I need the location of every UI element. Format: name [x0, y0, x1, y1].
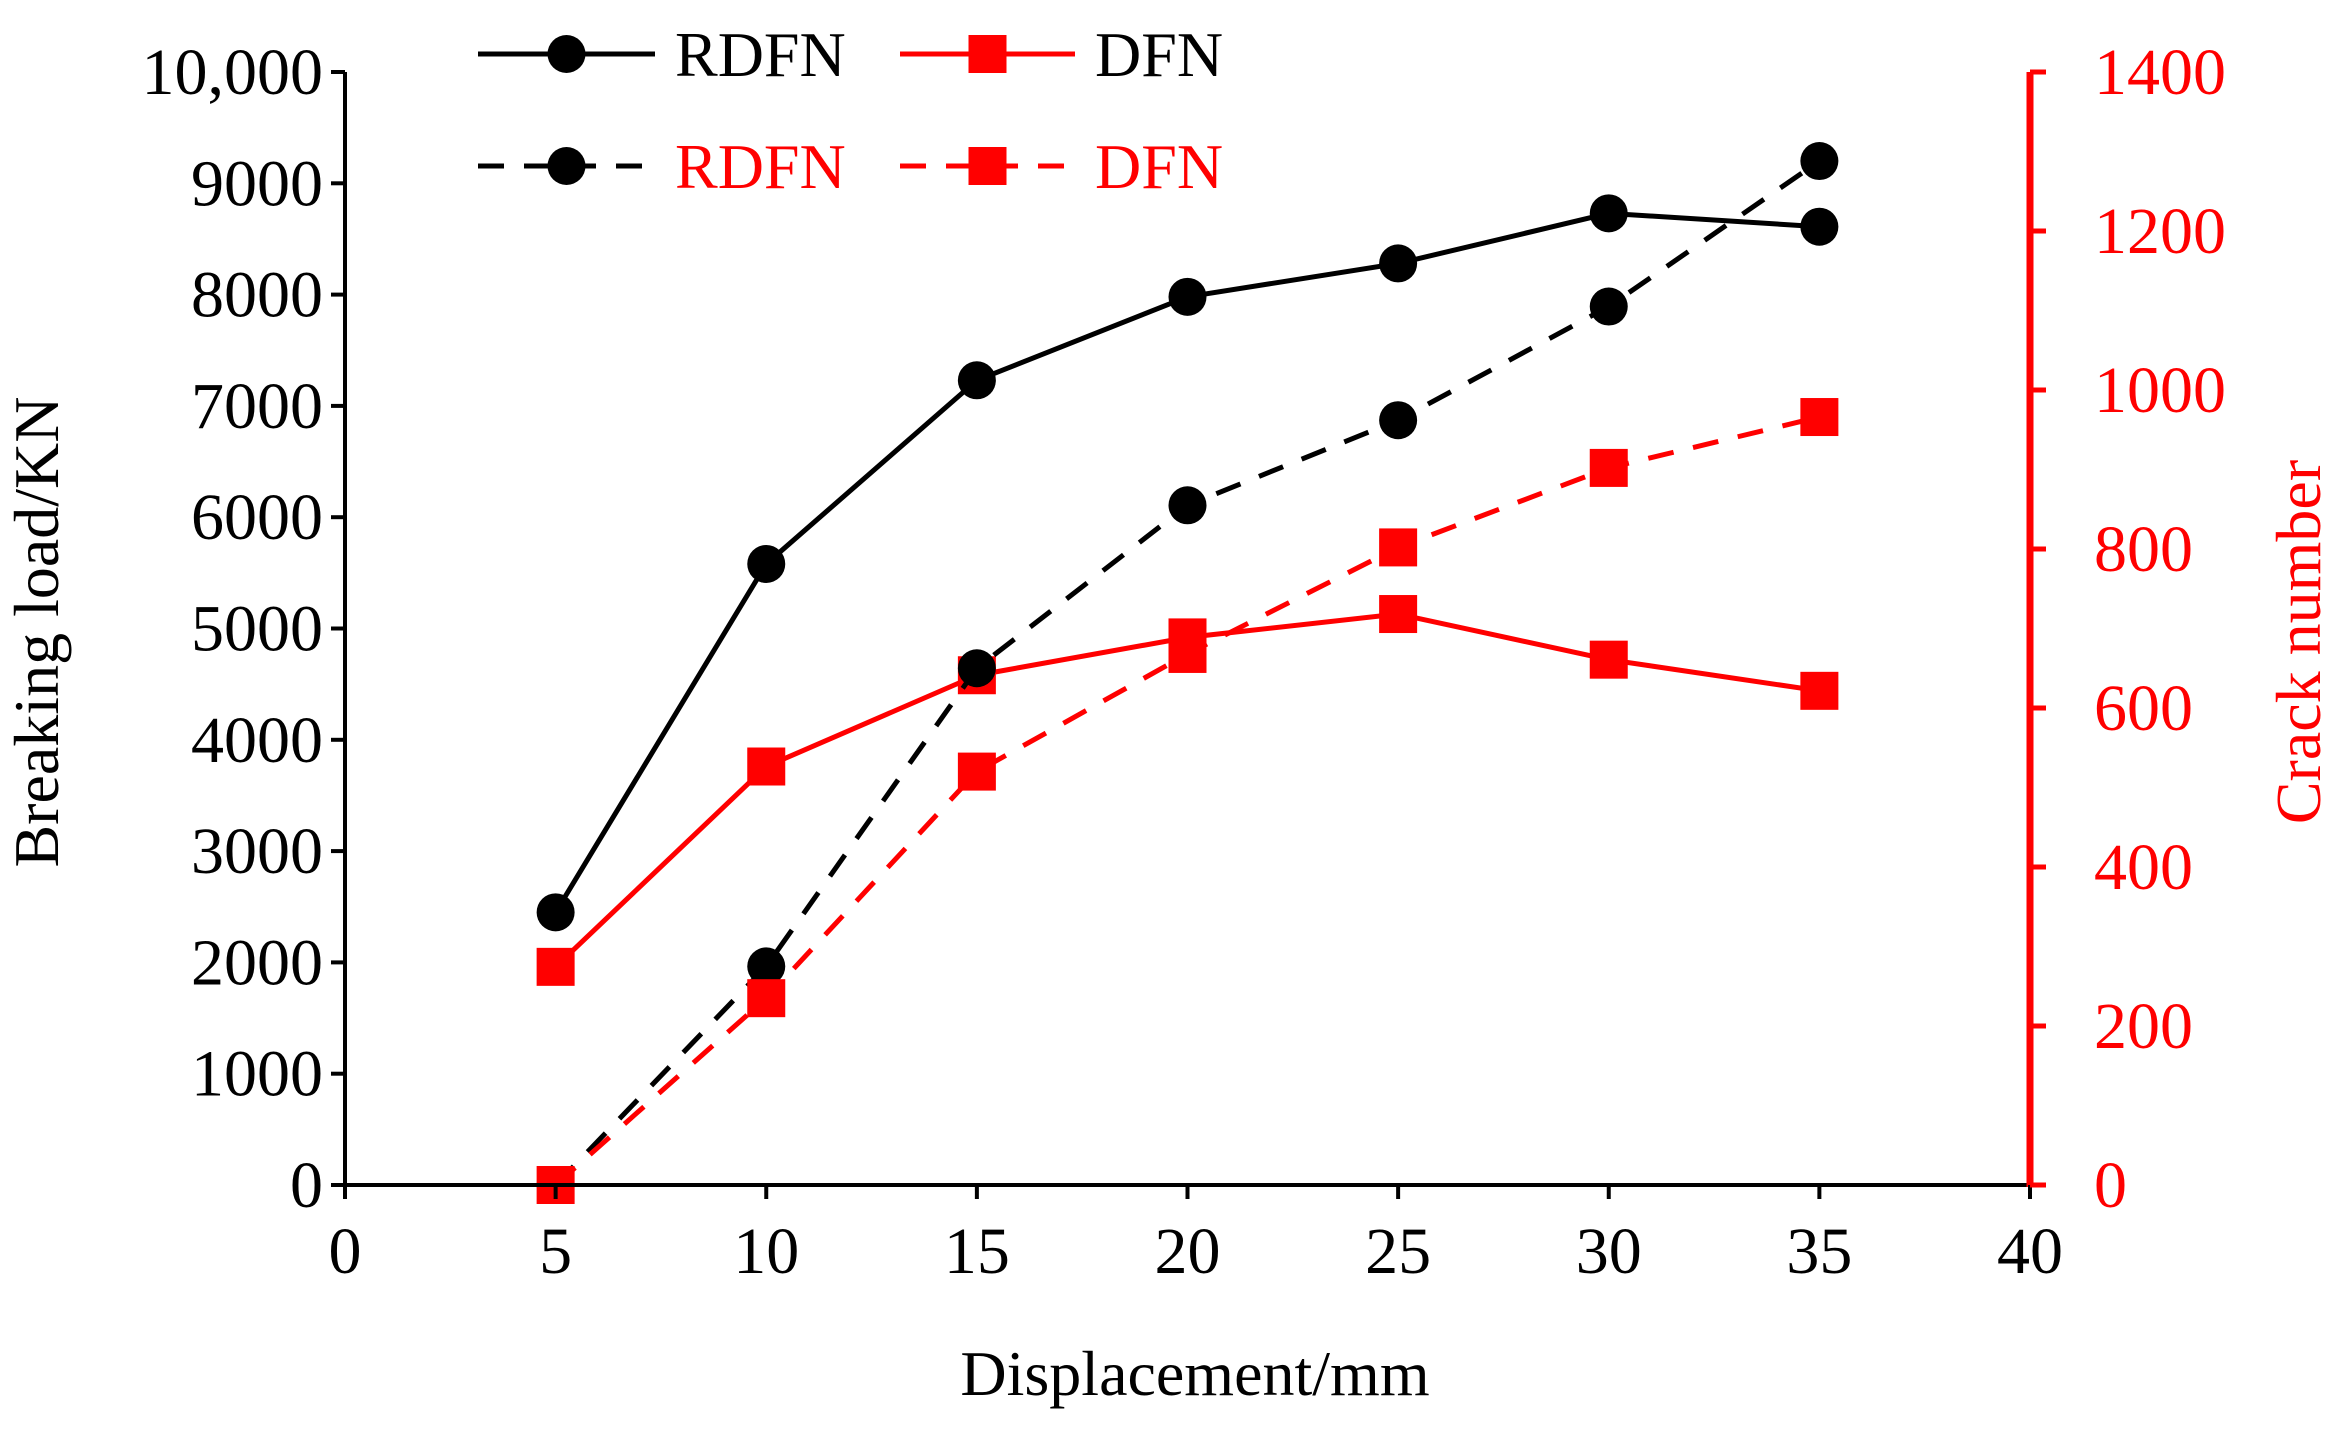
- y-right-tick-label: 1200: [2094, 195, 2226, 268]
- data-point: [1589, 448, 1628, 487]
- data-point: [1800, 142, 1839, 181]
- legend-label: DFN: [1095, 131, 1223, 202]
- x-tick-label: 20: [1155, 1215, 1221, 1288]
- x-tick-label: 30: [1576, 1215, 1642, 1288]
- data-point: [1589, 194, 1628, 233]
- y-left-tick-label: 10,000: [142, 36, 324, 109]
- data-point: [957, 361, 996, 400]
- legend-label: DFN: [1095, 19, 1223, 90]
- legend-entry: RDFN: [478, 19, 846, 90]
- y-left-tick-label: 7000: [191, 370, 323, 443]
- y-left-tick-label: 2000: [191, 926, 323, 999]
- x-tick-label: 0: [329, 1215, 362, 1288]
- y-left-tick-label: 5000: [191, 593, 323, 666]
- x-tick-label: 25: [1365, 1215, 1431, 1288]
- series-line: [553, 414, 1820, 1187]
- y-right-tick-label: 1400: [2094, 36, 2226, 109]
- y-right-tick-label: 200: [2094, 990, 2193, 1063]
- data-point: [1379, 401, 1418, 440]
- data-point: [1379, 528, 1418, 567]
- x-tick-label: 15: [944, 1215, 1010, 1288]
- x-tick-label: 5: [539, 1215, 572, 1288]
- data-point: [536, 947, 575, 986]
- y-left-tick-label: 8000: [191, 259, 323, 332]
- legend-marker: [547, 147, 586, 185]
- data-point: [957, 649, 996, 688]
- y-left-tick-label: 3000: [191, 815, 323, 888]
- legend-entry: DFN: [900, 19, 1223, 90]
- x-tick-label: 35: [1786, 1215, 1852, 1288]
- y-left-tick-label: 6000: [191, 481, 323, 554]
- legend-marker: [547, 35, 586, 73]
- y-left-tick-label: 1000: [191, 1038, 323, 1111]
- data-point: [1589, 287, 1628, 326]
- legend-label: RDFN: [675, 19, 846, 90]
- legend-marker: [968, 147, 1007, 185]
- y-left-tick-label: 0: [290, 1149, 323, 1222]
- y-right-tick-label: 0: [2094, 1149, 2127, 1222]
- data-point: [1379, 244, 1418, 283]
- data-point: [1168, 277, 1207, 316]
- data-point: [1800, 671, 1839, 710]
- series-line: [553, 210, 1820, 914]
- data-point: [747, 979, 786, 1018]
- data-point: [747, 544, 786, 583]
- y-right-tick-label: 800: [2094, 513, 2193, 586]
- data-point: [957, 752, 996, 791]
- y-right-tick-label: 1000: [2094, 354, 2226, 427]
- y-axis-left-title: Breaking load/KN: [1, 397, 72, 868]
- series-rdfn-solid: [536, 194, 1839, 932]
- legend: RDFN DFN RDFN DFN: [478, 19, 1223, 202]
- y-right-tick-label: 400: [2094, 831, 2193, 904]
- x-tick-label: 40: [1997, 1215, 2063, 1288]
- data-point: [1800, 207, 1839, 246]
- y-axis-right-title: Crack number: [2263, 460, 2334, 824]
- series-layer: [536, 142, 1839, 1204]
- legend-label: RDFN: [675, 131, 846, 202]
- data-point: [747, 747, 786, 786]
- x-tick-label: 10: [733, 1215, 799, 1288]
- data-point: [1589, 640, 1628, 679]
- y-left-tick-label: 4000: [191, 704, 323, 777]
- data-point: [1800, 398, 1839, 437]
- legend-marker: [968, 35, 1007, 73]
- y-left-tick-label: 9000: [191, 147, 323, 220]
- legend-entry: RDFN: [478, 131, 846, 202]
- data-point: [747, 947, 786, 986]
- legend-entry: DFN: [900, 131, 1223, 202]
- data-point: [1168, 486, 1207, 525]
- data-point: [1379, 595, 1418, 634]
- axes: [331, 69, 2046, 1199]
- x-axis-title: Displacement/mm: [960, 1338, 1429, 1409]
- tick-labels: 0 5 10 15 20 25 30 35 40010002000300040005000600…: [142, 36, 2227, 1288]
- y-right-tick-label: 600: [2094, 672, 2193, 745]
- data-point: [1168, 634, 1207, 673]
- data-point: [536, 893, 575, 932]
